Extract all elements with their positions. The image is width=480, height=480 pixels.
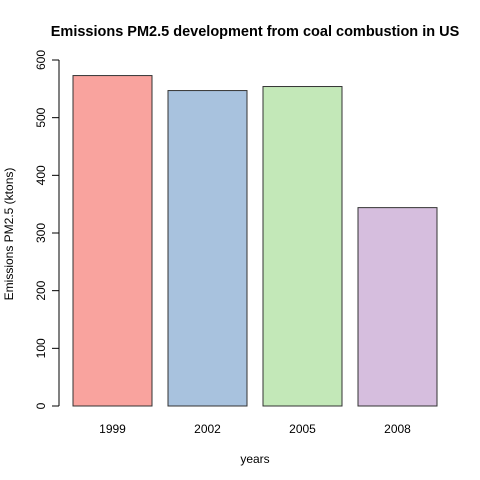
bar-2005 (262, 86, 343, 407)
x-tick-label: 2005 (289, 422, 316, 436)
x-axis-label: years (240, 452, 269, 466)
chart-title: Emissions PM2.5 development from coal co… (51, 24, 460, 40)
y-axis: 0 100 200 300 400 500 600 (34, 50, 60, 409)
bars (72, 75, 438, 407)
y-tick-label: 400 (34, 165, 48, 185)
y-tick-label: 200 (34, 280, 48, 300)
y-axis-label: Emissions PM2.5 (ktons) (2, 168, 16, 301)
x-tick-labels: 1999 2002 2005 2008 (99, 422, 411, 436)
y-tick-label: 600 (34, 50, 48, 70)
bar-1999 (72, 75, 153, 407)
x-tick-label: 1999 (99, 422, 126, 436)
y-tick-label: 0 (34, 402, 48, 409)
y-tick-label: 300 (34, 223, 48, 243)
y-tick-label: 100 (34, 338, 48, 358)
bar-2002 (167, 90, 248, 407)
x-tick-label: 2008 (384, 422, 411, 436)
x-tick-label: 2002 (194, 422, 221, 436)
y-tick-label: 500 (34, 107, 48, 127)
bar-2008 (357, 207, 438, 407)
